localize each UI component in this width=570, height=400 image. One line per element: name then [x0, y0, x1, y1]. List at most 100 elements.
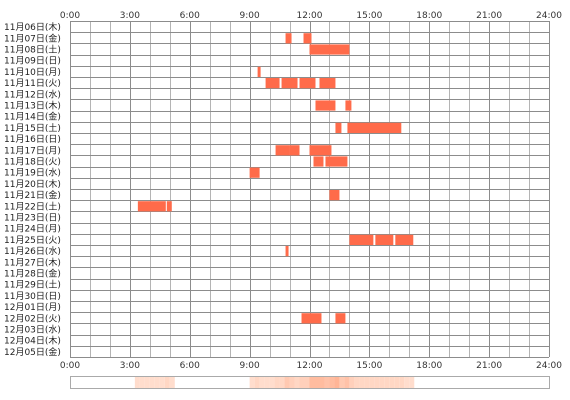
- summary-cell: [294, 377, 300, 388]
- summary-cell: [329, 377, 335, 388]
- hour-tick-label: 9:00: [240, 11, 260, 21]
- summary-cell: [369, 377, 375, 388]
- hour-tick-label: 3:00: [120, 361, 140, 371]
- activity-bar: [137, 201, 166, 212]
- day-label: 11月26日(水): [4, 245, 61, 257]
- day-label: 11月13日(木): [4, 100, 61, 112]
- day-label: 12月05日(金): [4, 346, 61, 358]
- summary-cell: [359, 377, 365, 388]
- summary-cell: [384, 377, 390, 388]
- summary-cell: [284, 377, 290, 388]
- day-label: 11月09日(日): [4, 56, 61, 67]
- day-label: 11月14日(金): [4, 111, 61, 123]
- hour-tick-label: 18:00: [416, 11, 442, 21]
- day-label: 11月15日(土): [4, 122, 61, 134]
- activity-bar: [281, 78, 298, 89]
- summary-cell: [274, 377, 280, 388]
- summary-cell: [149, 377, 155, 388]
- day-label: 12月01日(月): [4, 302, 61, 313]
- summary-cell: [404, 377, 410, 388]
- activity-bar: [265, 78, 280, 89]
- activity-bar: [315, 100, 336, 111]
- day-label: 11月22日(土): [4, 200, 61, 212]
- summary-cell: [259, 377, 265, 388]
- activity-bar: [375, 234, 394, 245]
- activity-bar: [335, 122, 342, 133]
- hour-tick-label: 15:00: [356, 361, 382, 371]
- summary-cell: [164, 377, 170, 388]
- summary-cell: [309, 377, 315, 388]
- activity-bar: [319, 78, 336, 89]
- day-label: 11月27日(木): [4, 256, 61, 268]
- activity-bar: [249, 167, 260, 178]
- activity-bar: [313, 156, 324, 167]
- summary-cell: [324, 377, 330, 388]
- summary-cell: [364, 377, 370, 388]
- summary-cell: [389, 377, 395, 388]
- day-label: 11月19日(水): [4, 167, 61, 179]
- hour-tick-label: 9:00: [240, 361, 260, 371]
- summary-cell: [304, 377, 310, 388]
- summary-cell: [399, 377, 405, 388]
- hour-tick-label: 3:00: [120, 11, 140, 21]
- summary-cell: [254, 377, 260, 388]
- summary-cell: [409, 377, 415, 388]
- day-label: 11月21日(金): [4, 189, 61, 201]
- hour-tick-label: 6:00: [180, 11, 200, 21]
- summary-cell: [379, 377, 385, 388]
- day-label: 11月10日(月): [4, 67, 61, 78]
- hour-tick-label: 0:00: [60, 11, 80, 21]
- hour-tick-label: 24:00: [536, 361, 562, 371]
- day-label: 11月25日(火): [4, 235, 61, 246]
- activity-bar: [309, 145, 332, 156]
- top-hour-axis: 0:00 3:00 6:00 9:00 12:00 15:00 18:00 21:00 24:0…: [60, 11, 562, 21]
- activity-bar: [303, 33, 312, 44]
- day-axis: 11月06日(木)11月07日(金)11月08日(土)11月09日(日)11月1…: [4, 21, 61, 358]
- activity-bar: [285, 33, 292, 44]
- day-label: 11月17日(月): [4, 145, 61, 156]
- summary-cell: [169, 377, 175, 388]
- activity-bar: [395, 234, 414, 245]
- day-label: 11月29日(土): [4, 279, 61, 291]
- activity-bar: [349, 234, 374, 245]
- summary-cell: [134, 377, 140, 388]
- day-label: 11月28日(金): [4, 268, 61, 280]
- activity-bar: [329, 190, 340, 201]
- day-label: 12月03日(水): [4, 324, 61, 336]
- summary-cell: [319, 377, 325, 388]
- summary-cell: [159, 377, 165, 388]
- activity-bar: [289, 145, 300, 156]
- day-label: 11月16日(日): [4, 134, 61, 145]
- summary-cell: [249, 377, 255, 388]
- summary-cell: [339, 377, 345, 388]
- hour-tick-label: 21:00: [476, 11, 502, 21]
- activity-bars: [137, 33, 414, 324]
- summary-cell: [354, 377, 360, 388]
- day-label: 11月24日(月): [4, 224, 61, 235]
- summary-cell: [344, 377, 350, 388]
- hour-tick-label: 15:00: [356, 11, 382, 21]
- day-label: 11月06日(木): [4, 21, 61, 33]
- activity-bar: [325, 156, 348, 167]
- summary-cell: [269, 377, 275, 388]
- chart-grid: [70, 21, 550, 358]
- summary-cell: [144, 377, 150, 388]
- summary-cell: [394, 377, 400, 388]
- activity-bar: [335, 313, 346, 324]
- hour-tick-label: 18:00: [416, 361, 442, 371]
- day-label: 11月23日(日): [4, 213, 61, 224]
- day-label: 12月04日(木): [4, 335, 61, 347]
- summary-cell: [264, 377, 270, 388]
- activity-bar: [257, 66, 261, 77]
- hour-tick-label: 24:00: [536, 11, 562, 21]
- summary-cell: [334, 377, 340, 388]
- summary-cell: [279, 377, 285, 388]
- hour-tick-label: 12:00: [297, 11, 323, 21]
- summary-cell: [154, 377, 160, 388]
- activity-bar: [345, 100, 352, 111]
- hour-tick-label: 0:00: [60, 361, 80, 371]
- bottom-hour-axis: 0:00 3:00 6:00 9:00 12:00 15:00 18:00 21:00 24:0…: [60, 361, 562, 371]
- activity-bar: [166, 201, 172, 212]
- day-label: 11月11日(火): [4, 78, 61, 89]
